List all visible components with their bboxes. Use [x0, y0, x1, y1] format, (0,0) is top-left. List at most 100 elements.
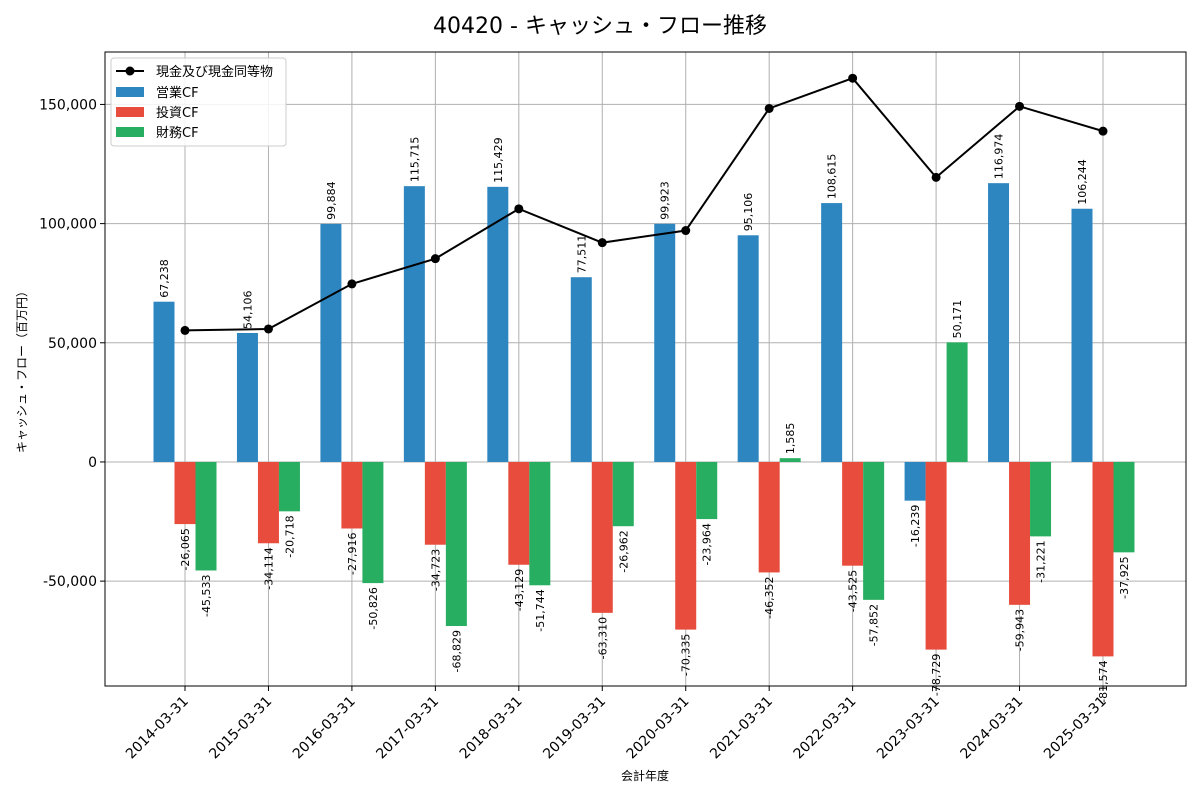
bar-0-9	[904, 461, 926, 501]
bar-1-2	[341, 461, 363, 529]
bar-0-5	[570, 277, 592, 462]
bar-value-label: -37,925	[1118, 556, 1131, 598]
bar-2-10	[1030, 461, 1052, 537]
cash-point	[681, 226, 691, 236]
bar-2-1	[278, 461, 300, 512]
cash-point	[180, 325, 190, 335]
bar-value-label: -51,744	[534, 589, 547, 631]
bar-value-label: 99,923	[659, 181, 672, 220]
bar-value-label: -27,916	[346, 532, 359, 574]
bar-2-2	[362, 461, 384, 584]
bar-1-10	[1009, 461, 1031, 605]
x-axis-label: 会計年度	[621, 768, 669, 783]
bar-value-label: -34,114	[262, 547, 275, 589]
legend-bar-swatch	[116, 127, 144, 137]
x-tick-label: 2015-03-31	[206, 694, 275, 763]
bar-2-11	[1113, 461, 1135, 553]
bar-value-label: 116,974	[993, 134, 1006, 180]
bar-value-label: -57,852	[868, 604, 881, 646]
bar-2-3	[445, 461, 467, 627]
bar-2-8	[863, 461, 885, 600]
y-tick-label: 50,000	[48, 336, 97, 352]
bar-value-label: -20,718	[283, 515, 296, 557]
bar-2-6	[696, 461, 718, 520]
bar-1-11	[1092, 461, 1114, 657]
chart-title: 40420 - キャッシュ・フロー推移	[433, 14, 767, 39]
bar-value-label: 115,715	[408, 137, 421, 183]
x-tick-label: 2025-03-31	[1041, 694, 1110, 763]
bar-value-label: -63,310	[596, 617, 609, 659]
bar-1-6	[675, 461, 697, 630]
bar-2-7	[779, 458, 801, 462]
x-tick-label: 2018-03-31	[457, 694, 526, 763]
bar-value-label: -78,729	[930, 654, 943, 696]
bar-value-label: 77,511	[575, 235, 588, 274]
bar-value-label: 1,585	[784, 423, 797, 455]
x-tick-label: 2023-03-31	[874, 694, 943, 763]
bar-2-4	[529, 461, 551, 586]
legend-bar-swatch	[116, 107, 144, 117]
legend-label: 財務CF	[156, 126, 199, 141]
x-tick-label: 2021-03-31	[707, 694, 776, 763]
bar-1-3	[424, 461, 446, 545]
y-tick-label: 0	[88, 455, 97, 471]
bar-0-3	[403, 186, 425, 462]
bar-2-9	[946, 342, 968, 462]
bar-1-9	[925, 461, 947, 650]
x-tick-label: 2024-03-31	[958, 694, 1027, 763]
bar-0-7	[737, 235, 759, 462]
bar-1-5	[591, 461, 613, 613]
cash-point	[1015, 101, 1025, 111]
bar-0-8	[821, 203, 843, 462]
legend-line-marker	[125, 66, 135, 76]
grid-layer	[105, 52, 1186, 686]
x-tick-label: 2016-03-31	[290, 694, 359, 763]
legend-box	[110, 57, 287, 147]
bar-value-label: -45,533	[200, 574, 213, 616]
bar-value-label: -43,525	[847, 570, 860, 612]
bar-1-1	[257, 461, 279, 544]
bar-value-label: -31,221	[1035, 540, 1048, 582]
cash-point	[597, 238, 607, 248]
bar-value-label: 67,238	[158, 259, 171, 298]
bar-value-label: 108,615	[826, 154, 839, 200]
bar-value-label: -68,829	[450, 630, 463, 672]
cash-point	[514, 204, 524, 214]
bar-0-2	[320, 223, 342, 462]
y-tick-label: 150,000	[39, 97, 97, 113]
y-axis-label: キャッシュ・フロー（百万円）	[15, 285, 29, 453]
bar-value-label: -26,962	[617, 530, 630, 572]
bar-2-0	[195, 461, 217, 571]
cash-point	[263, 324, 273, 334]
bar-value-label: 50,171	[951, 300, 964, 339]
cash-point	[848, 73, 858, 83]
y-tick-label: -50,000	[43, 574, 97, 590]
x-tick-label: 2017-03-31	[373, 694, 442, 763]
x-tick-label: 2020-03-31	[624, 694, 693, 763]
bar-value-label: -59,943	[1014, 609, 1027, 651]
cash-point	[764, 103, 774, 113]
bar-value-label: -46,352	[763, 576, 776, 618]
bar-0-0	[153, 301, 175, 462]
cash-point	[931, 172, 941, 182]
plot-frame	[104, 51, 1187, 687]
x-tick-label: 2014-03-31	[123, 694, 192, 763]
bar-value-label: -81,574	[1097, 660, 1110, 702]
bar-value-label: -16,239	[909, 505, 922, 547]
bar-value-label: 54,106	[241, 290, 254, 329]
bar-value-label: 115,429	[492, 137, 505, 183]
bar-value-label: -26,065	[179, 528, 192, 570]
bar-value-label: 99,884	[325, 181, 338, 220]
line-layer	[180, 73, 1108, 335]
cash-line	[184, 77, 1104, 332]
bar-value-label: 95,106	[742, 193, 755, 232]
bar-0-1	[236, 332, 258, 462]
bar-value-label: -70,335	[680, 634, 693, 676]
bar-value-label: -23,964	[701, 523, 714, 565]
bar-1-4	[508, 461, 530, 565]
bar-value-label: -34,723	[429, 549, 442, 591]
legend-label: 現金及び現金同等物	[156, 64, 273, 80]
x-tick-label: 2022-03-31	[791, 694, 860, 763]
